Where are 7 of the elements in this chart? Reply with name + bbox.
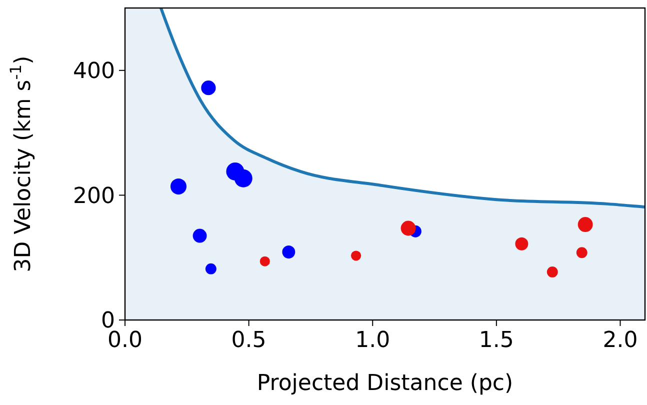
y-tick-label: 200: [73, 184, 115, 209]
x-axis-title: Projected Distance (pc): [256, 371, 514, 396]
x-tick-label: 1.0: [355, 328, 390, 353]
x-tick-label: 0.5: [231, 328, 266, 353]
y-tick-label: 400: [73, 59, 115, 84]
x-tick-label: 1.5: [478, 328, 514, 353]
x-tick-label: 2.0: [602, 328, 638, 353]
